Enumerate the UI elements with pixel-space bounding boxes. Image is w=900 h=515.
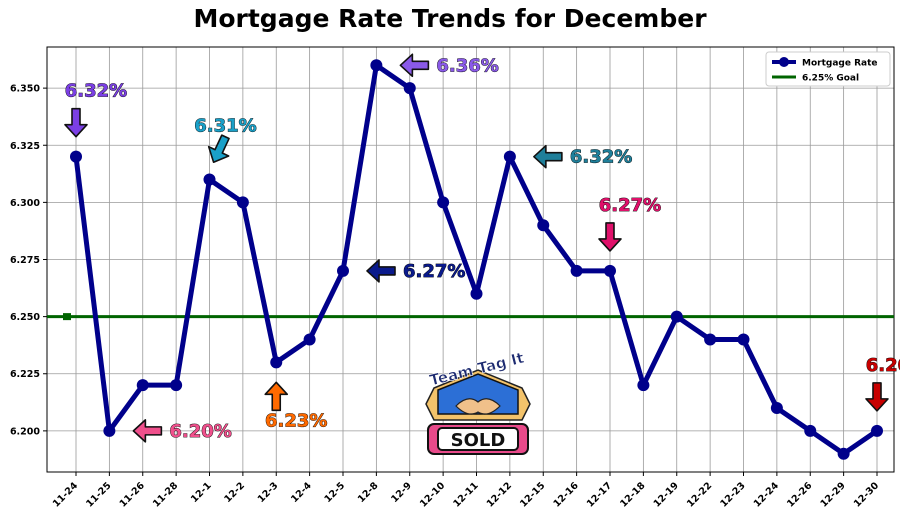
y-tick-label: 6.225 <box>10 369 40 380</box>
logo-sold-inner <box>437 427 519 451</box>
annotation-arrow-icon <box>264 381 289 412</box>
y-tick-label: 6.325 <box>10 141 40 152</box>
legend-series-marker <box>779 57 789 67</box>
data-point <box>637 379 650 392</box>
x-tick-label: 12-11 <box>451 480 480 509</box>
annotation-label: 6.31% <box>194 116 256 137</box>
x-tick-label: 11-25 <box>84 480 113 509</box>
x-tick-label: 12-23 <box>718 480 747 509</box>
data-point <box>503 150 516 163</box>
data-point <box>337 264 349 277</box>
x-tick-label: 12-2 <box>222 480 247 505</box>
data-point <box>136 379 149 392</box>
annotation-label: 6.23% <box>265 410 327 431</box>
y-tick-label: 6.350 <box>10 84 40 95</box>
arrow-shape <box>366 259 396 283</box>
legend-goal-label: 6.25% Goal <box>802 74 859 84</box>
y-tick-label: 6.200 <box>10 426 40 437</box>
data-point <box>103 424 116 437</box>
data-point <box>704 333 717 346</box>
y-tick-label: 6.275 <box>10 255 40 266</box>
arrow-shape <box>865 382 889 412</box>
arrow-shape <box>132 419 163 443</box>
chart-title: Mortgage Rate Trends for December <box>193 4 707 33</box>
x-tick-label: 12-9 <box>389 480 414 505</box>
legend-box <box>765 51 891 87</box>
data-point <box>303 333 316 346</box>
annotation-arrow-icon <box>366 259 396 283</box>
data-point <box>236 196 249 209</box>
annotations: 6.32% 6.20% 6.31% 6.23% 6.27% 6.36% 6.32% 6.27%… <box>64 53 900 443</box>
x-tick-label: 12-18 <box>618 480 648 510</box>
data-point <box>770 402 783 415</box>
x-tick-label: 12-8 <box>356 480 381 505</box>
data-point <box>537 219 550 232</box>
annotation-label: 6.36% <box>436 55 498 76</box>
x-tick-label: 12-10 <box>418 480 448 510</box>
data-point <box>470 287 483 300</box>
x-tick-label: 12-19 <box>652 480 681 509</box>
annotation-arrow-icon <box>207 134 230 164</box>
team-tag-it-logo: SOLD Team Tag It <box>425 348 531 455</box>
goal-line-marker <box>63 313 71 321</box>
arrow-shape <box>399 53 430 78</box>
data-point <box>871 424 883 437</box>
annotation-arrow-icon <box>533 144 563 169</box>
x-tick-label: 12-26 <box>785 480 815 510</box>
data-point <box>437 196 450 209</box>
annotation-label: 6.27% <box>599 195 661 216</box>
data-point <box>403 82 416 95</box>
handshake-icon <box>455 398 501 415</box>
data-point <box>370 59 383 72</box>
legend: Mortgage Rate 6.25% Goal <box>765 51 891 87</box>
data-point <box>270 356 283 369</box>
x-tick-label: 12-29 <box>818 480 847 509</box>
x-tick-label: 11-26 <box>118 480 148 510</box>
x-tick-label: 12-17 <box>585 480 614 509</box>
data-point <box>737 333 750 346</box>
annotation-arrow-icon <box>598 222 622 252</box>
annotation-arrow-icon <box>399 53 430 78</box>
arrow-shape <box>64 107 88 138</box>
x-tick-label: 12-24 <box>752 480 782 510</box>
x-tick-label: 12-5 <box>323 480 348 505</box>
annotation-label: 6.32% <box>65 81 127 102</box>
legend-series-label: Mortgage Rate <box>802 59 878 69</box>
x-tick-label: 12-1 <box>189 480 214 505</box>
x-tick-label: 12-16 <box>551 480 581 510</box>
annotation-arrow-icon <box>64 107 88 138</box>
annotation-label: 6.20% <box>866 355 900 376</box>
annotation-arrow-icon <box>132 419 163 443</box>
data-point <box>837 447 850 460</box>
x-tick-label: 12-4 <box>289 480 314 505</box>
x-tick-label: 11-28 <box>151 480 181 510</box>
data-point <box>170 379 183 392</box>
x-tick-label: 11-24 <box>51 480 81 510</box>
data-point <box>804 424 817 437</box>
y-tick-label: 6.250 <box>10 312 40 323</box>
data-point <box>203 173 216 186</box>
series-group <box>70 59 883 460</box>
x-tick-label: 12-15 <box>518 480 547 509</box>
data-point <box>670 310 683 323</box>
logo-sold-text: SOLD <box>451 430 506 451</box>
reference-line-group <box>47 313 894 321</box>
data-point <box>604 264 616 277</box>
x-tick-label: 12-22 <box>685 480 714 509</box>
x-tick-label: 12-3 <box>256 480 281 505</box>
annotation-label: 6.20% <box>169 421 231 442</box>
annotation-label: 6.27% <box>403 261 465 282</box>
y-tick-label: 6.300 <box>10 198 40 209</box>
annotation-arrow-icon <box>865 382 889 412</box>
arrow-shape <box>533 144 563 169</box>
arrow-shape <box>598 222 622 252</box>
arrow-shape <box>207 134 230 164</box>
data-point <box>570 264 583 277</box>
x-tick-label: 12-30 <box>852 480 882 510</box>
data-point <box>70 150 82 163</box>
x-tick-label: 12-12 <box>485 480 514 509</box>
arrow-shape <box>264 381 289 412</box>
annotation-label: 6.32% <box>570 147 632 168</box>
